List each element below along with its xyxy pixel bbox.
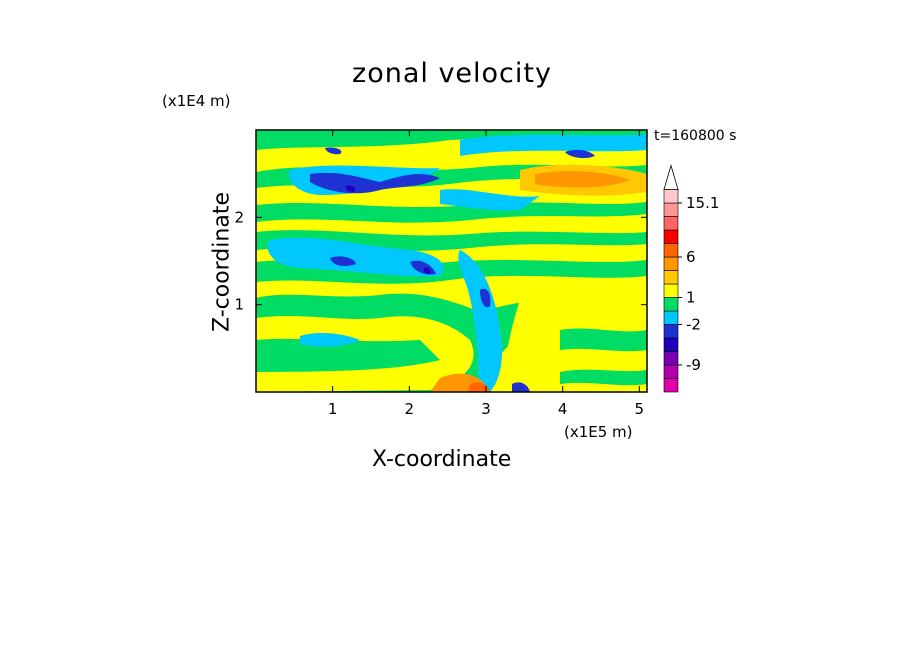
- colorbar-segment: [663, 283, 679, 298]
- x-tick-label: 1: [328, 400, 338, 418]
- y-axis-unit: (x1E4 m): [162, 92, 231, 110]
- cyan-top-right: [460, 134, 647, 156]
- colorbar-segment: [663, 351, 679, 366]
- blue-upper-1: [310, 172, 440, 194]
- colorbar-extend-arrow: [663, 164, 679, 190]
- blue-bottom: [512, 382, 530, 392]
- blue-mid-1: [330, 256, 356, 266]
- colorbar-segment: [663, 189, 679, 204]
- colorbar-segment: [663, 243, 679, 258]
- colorbar-segment: [663, 202, 679, 217]
- band-green-2: [256, 202, 647, 223]
- blue-core: [480, 288, 491, 308]
- blue-upper-3: [325, 147, 342, 155]
- x-tick-label: 3: [481, 400, 491, 418]
- colorbar: 15.1 6 1 -2 -9: [663, 164, 719, 393]
- darkblue-2: [423, 267, 431, 274]
- red-bottom: [468, 382, 490, 392]
- band-green-bottom: [256, 338, 440, 372]
- colorbar-label: 1: [686, 289, 696, 307]
- chart-title: zonal velocity: [352, 58, 552, 89]
- y-tick-label: 1: [234, 296, 244, 314]
- plot-frame: [255, 129, 648, 393]
- colorbar-segment: [663, 216, 679, 231]
- y-axis-ticks: 12: [234, 208, 647, 314]
- colorbar-label: 6: [686, 248, 696, 266]
- cyan-plume: [458, 250, 502, 392]
- colorbar-segment: [663, 229, 679, 244]
- blue-upper-2: [565, 149, 595, 159]
- colorbar-segment: [663, 297, 679, 312]
- colorbar-segment: [663, 310, 679, 325]
- x-axis-unit: (x1E5 m): [564, 423, 633, 441]
- x-tick-label: 2: [405, 400, 415, 418]
- colorbar-segment: [663, 337, 679, 352]
- colorbar-label: -9: [686, 356, 701, 374]
- colorbar-label: -2: [686, 316, 701, 334]
- x-axis-ticks: 1 2 3 4 5: [328, 130, 644, 418]
- band-green-right-bottom: [560, 369, 647, 386]
- colorbar-label: 15.1: [686, 194, 719, 212]
- colorbar-segment: [663, 324, 679, 339]
- cyan-band-center: [440, 189, 540, 211]
- x-tick-label: 4: [558, 400, 568, 418]
- time-label: t=160800 s: [654, 128, 737, 144]
- orange-right-core: [535, 171, 630, 188]
- band-green-right-low: [560, 328, 647, 352]
- cyan-mid-left: [267, 237, 444, 277]
- y-tick-label: 2: [234, 208, 244, 226]
- darkblue-1: [345, 185, 356, 192]
- x-axis-label: X-coordinate: [372, 447, 512, 472]
- colorbar-segment: [663, 378, 679, 393]
- colorbar-segment: [663, 256, 679, 271]
- cyan-lower-left: [300, 333, 360, 347]
- colorbar-segment: [663, 364, 679, 379]
- colorbar-segment: [663, 270, 679, 285]
- x-tick-label: 5: [635, 400, 645, 418]
- velocity-field: [256, 130, 647, 392]
